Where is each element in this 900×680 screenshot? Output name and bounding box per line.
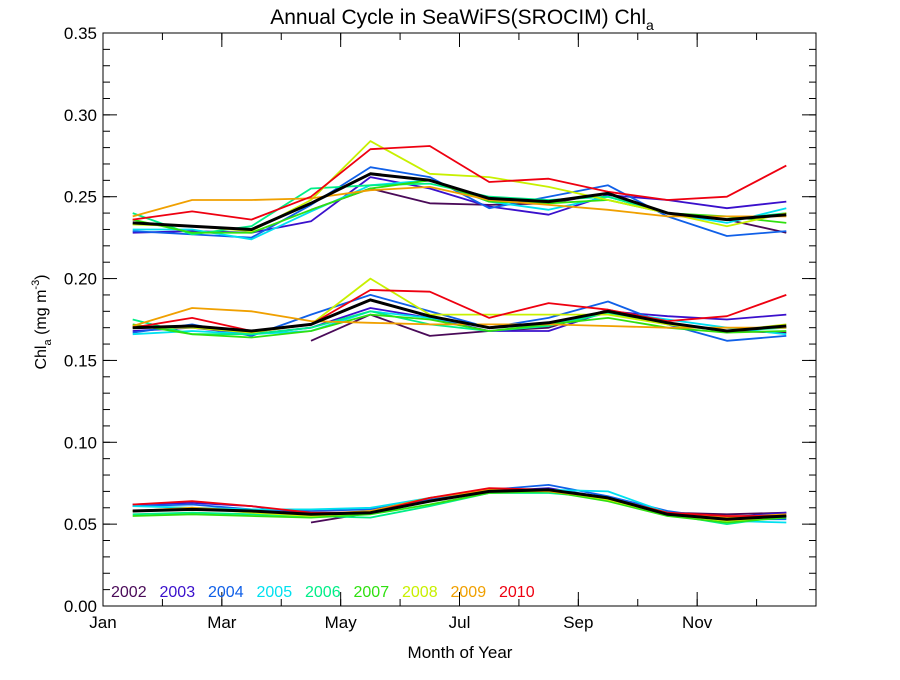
y-axis-label-units: (mg m [33,290,50,340]
y-tick-label: 0.15 [64,351,97,370]
legend-entry-2009: 2009 [451,584,487,601]
legend-entry-2003: 2003 [160,584,196,601]
legend-entry-2005: 2005 [257,584,293,601]
y-tick-label: 0.00 [64,597,97,616]
legend-entry-2010: 2010 [499,584,535,601]
series-line-mean-group-2 [132,298,787,333]
y-axis-label-base: Chl [33,346,50,370]
x-tick-label: Jul [449,613,471,632]
series-line-mean-group-1 [132,488,787,521]
legend-entry-2004: 2004 [208,584,244,601]
chart-title-subscript: a [646,17,654,33]
series-line-2009-group-3 [132,186,787,218]
x-axis-label: Month of Year [408,643,513,662]
series-line-2010-group-3 [132,145,787,221]
legend-entry-2007: 2007 [354,584,390,601]
legend: 2002 2003 2004 2005 2006 2007 2008 2009 2010 [111,584,535,601]
x-tick-label: Nov [682,613,713,632]
y-tick-label: 0.10 [64,433,97,452]
legend-entry-2006: 2006 [305,584,341,601]
plot-area: 0.00 0.05 0.10 0.15 0.20 0.25 0.30 0.35 Jan Mar Ma… [64,24,817,632]
y-tick-label: 0.30 [64,106,97,125]
series-line-2009-group-2 [132,307,787,329]
y-tick-label: 0.35 [64,24,97,43]
y-tick-label: 0.05 [64,515,97,534]
series-line-2010-group-1 [132,487,787,517]
series-mean [132,172,787,521]
y-tick-label: 0.20 [64,270,97,289]
chart-title: Annual Cycle in SeaWiFS(SROCIM) Chla [270,6,654,33]
y-axis-label: Chla (mg m-3) [30,274,54,369]
chart-title-text: Annual Cycle in SeaWiFS(SROCIM) Chl [270,6,646,29]
series-line-2007-group-1 [132,490,787,524]
x-tick-label: Jan [89,613,116,632]
x-tick-label: Sep [563,613,593,632]
y-axis-label-subscript: a [42,339,54,346]
legend-entry-2008: 2008 [402,584,438,601]
x-tick-label: May [325,613,358,632]
y-axis-label-close: ) [33,274,50,279]
x-tick-label: Mar [207,613,237,632]
series-line-mean-group-3 [132,172,787,231]
legend-entry-2002: 2002 [111,584,147,601]
y-tick-label: 0.25 [64,188,97,207]
y-axis-label-superscript: -3 [30,280,42,290]
